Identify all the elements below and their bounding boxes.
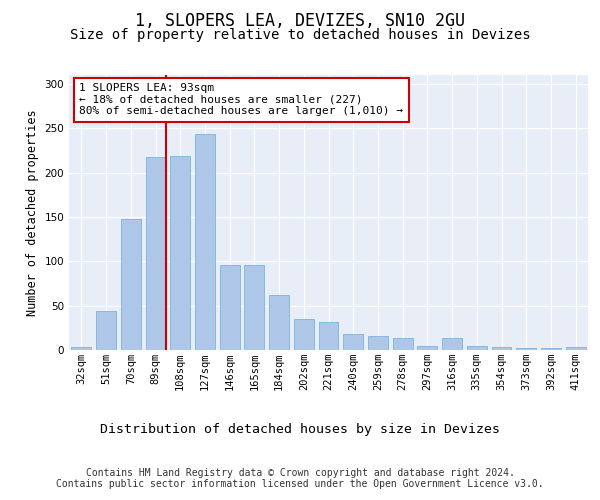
Bar [96, 311, 116, 350]
Bar [71, 348, 91, 350]
Bar [343, 334, 363, 350]
Bar [566, 348, 586, 350]
Bar [541, 348, 561, 350]
Bar [170, 156, 190, 350]
Text: 1, SLOPERS LEA, DEVIZES, SN10 2GU: 1, SLOPERS LEA, DEVIZES, SN10 2GU [135, 12, 465, 30]
Bar [517, 348, 536, 350]
Bar [491, 348, 511, 350]
Bar [195, 134, 215, 350]
Bar [121, 218, 140, 350]
Bar [220, 265, 239, 350]
Bar [393, 338, 413, 350]
Text: Size of property relative to detached houses in Devizes: Size of property relative to detached ho… [70, 28, 530, 42]
Bar [269, 295, 289, 350]
Bar [368, 336, 388, 350]
Bar [146, 156, 166, 350]
Bar [418, 346, 437, 350]
Y-axis label: Number of detached properties: Number of detached properties [26, 109, 39, 316]
Text: Contains HM Land Registry data © Crown copyright and database right 2024.
Contai: Contains HM Land Registry data © Crown c… [56, 468, 544, 489]
Bar [319, 322, 338, 350]
Bar [244, 265, 264, 350]
Bar [442, 338, 462, 350]
Text: 1 SLOPERS LEA: 93sqm
← 18% of detached houses are smaller (227)
80% of semi-deta: 1 SLOPERS LEA: 93sqm ← 18% of detached h… [79, 83, 403, 116]
Text: Distribution of detached houses by size in Devizes: Distribution of detached houses by size … [100, 422, 500, 436]
Bar [467, 346, 487, 350]
Bar [294, 319, 314, 350]
